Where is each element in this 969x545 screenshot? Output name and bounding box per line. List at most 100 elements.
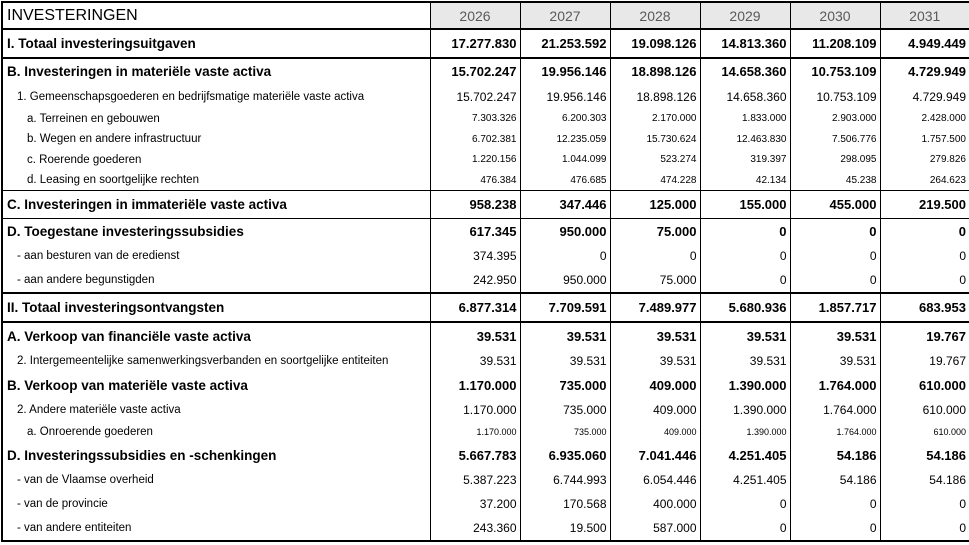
value-cell: 14.658.360 <box>699 84 791 109</box>
table-row: b. Wegen en andere infrastructuur 6.702.3… <box>1 129 969 150</box>
row-label: D. Toegestane investeringssubsidies <box>1 217 431 245</box>
value-cell: 0 <box>789 515 881 541</box>
value-cell: 409.000 <box>609 373 701 399</box>
value-cell: 5.387.223 <box>429 468 521 492</box>
value-cell: 0 <box>699 244 791 269</box>
value-cell: 19.956.146 <box>519 84 611 109</box>
value-cell: 0 <box>789 268 881 294</box>
value-cell: 1.390.000 <box>699 422 791 443</box>
value-cell: 7.506.776 <box>789 129 881 150</box>
value-cell: 155.000 <box>699 190 791 219</box>
row-label: 1. Gemeenschapsgoederen en bedrijfsmatig… <box>1 84 431 109</box>
value-cell: 1.170.000 <box>429 398 521 423</box>
value-cell: 6.744.993 <box>519 468 611 492</box>
value-cell: 735.000 <box>519 398 611 423</box>
value-cell: 1.764.000 <box>789 373 881 399</box>
value-cell: 242.950 <box>429 268 521 294</box>
value-cell: 409.000 <box>609 398 701 423</box>
value-cell: 1.220.156 <box>429 149 521 170</box>
value-cell: 11.208.109 <box>789 29 881 59</box>
value-cell: 0 <box>879 244 969 269</box>
value-cell: 39.531 <box>699 349 791 374</box>
value-cell: 15.702.247 <box>429 84 521 109</box>
value-cell: 523.274 <box>609 149 701 170</box>
value-cell: 1.764.000 <box>789 398 881 423</box>
value-cell: 1.764.000 <box>789 422 881 443</box>
value-cell: 6.702.381 <box>429 129 521 150</box>
value-cell: 298.095 <box>789 149 881 170</box>
value-cell: 39.531 <box>789 322 881 350</box>
value-cell: 474.228 <box>609 169 701 191</box>
value-cell: 735.000 <box>519 373 611 399</box>
value-cell: 0 <box>789 217 881 245</box>
row-label: d. Leasing en soortgelijke rechten <box>1 169 431 191</box>
value-cell: 0 <box>699 491 791 516</box>
value-cell: 1.170.000 <box>429 422 521 443</box>
value-cell: 5.680.936 <box>699 292 791 324</box>
year-column-header: 2026 <box>429 2 521 30</box>
value-cell: 15.730.624 <box>609 129 701 150</box>
value-cell: 1.757.500 <box>879 129 969 150</box>
value-cell: 1.857.717 <box>789 292 881 324</box>
year-column-header: 2030 <box>789 2 881 30</box>
value-cell: 18.898.126 <box>609 57 701 85</box>
value-cell: 476.685 <box>519 169 611 191</box>
value-cell: 683.953 <box>879 292 969 324</box>
table-row: c. Roerende goederen 1.220.156 1.044.099 52… <box>1 149 969 170</box>
row-label: B. Verkoop van materiële vaste activa <box>1 373 431 399</box>
table-row: 2. Intergemeentelijke samenwerkingsverba… <box>1 349 969 374</box>
value-cell: 19.767 <box>879 349 969 374</box>
value-cell: 0 <box>609 244 701 269</box>
table-row: 1. Gemeenschapsgoederen en bedrijfsmatig… <box>1 84 969 109</box>
row-label: I. Totaal investeringsuitgaven <box>1 29 431 59</box>
year-column-header: 2031 <box>879 2 969 30</box>
value-cell: 1.390.000 <box>699 373 791 399</box>
value-cell: 610.000 <box>879 422 969 443</box>
value-cell: 39.531 <box>609 349 701 374</box>
value-cell: 6.877.314 <box>429 292 521 324</box>
value-cell: 45.238 <box>789 169 881 191</box>
value-cell: 19.500 <box>519 515 611 541</box>
value-cell: 18.898.126 <box>609 84 701 109</box>
value-cell: 6.200.303 <box>519 108 611 130</box>
value-cell: 19.956.146 <box>519 57 611 85</box>
value-cell: 39.531 <box>699 322 791 350</box>
value-cell: 1.390.000 <box>699 398 791 423</box>
value-cell: 17.277.830 <box>429 29 521 59</box>
value-cell: 39.531 <box>789 349 881 374</box>
value-cell: 4.251.405 <box>699 468 791 492</box>
value-cell: 170.568 <box>519 491 611 516</box>
table-header-row: INVESTERINGEN 2026 2027 2028 2029 2030 2… <box>1 2 969 30</box>
table-row: a. Terreinen en gebouwen 7.303.326 6.200.3… <box>1 108 969 130</box>
value-cell: 7.709.591 <box>519 292 611 324</box>
value-cell: 4.729.949 <box>879 57 969 85</box>
value-cell: 39.531 <box>519 349 611 374</box>
table-row: A. Verkoop van financiële vaste activa 39… <box>1 322 969 350</box>
value-cell: 264.623 <box>879 169 969 191</box>
value-cell: 12.463.830 <box>699 129 791 150</box>
value-cell: 42.134 <box>699 169 791 191</box>
value-cell: 4.949.449 <box>879 29 969 59</box>
value-cell: 54.186 <box>879 442 969 469</box>
value-cell: 6.054.446 <box>609 468 701 492</box>
value-cell: 0 <box>699 217 791 245</box>
value-cell: 319.397 <box>699 149 791 170</box>
value-cell: 39.531 <box>429 322 521 350</box>
row-label: - van andere entiteiten <box>1 515 431 541</box>
value-cell: 243.360 <box>429 515 521 541</box>
row-label: A. Verkoop van financiële vaste activa <box>1 322 431 350</box>
row-label: - van de provincie <box>1 491 431 516</box>
value-cell: 617.345 <box>429 217 521 245</box>
table-row: I. Totaal investeringsuitgaven 17.277.830… <box>1 29 969 59</box>
table-title: INVESTERINGEN <box>1 2 431 30</box>
value-cell: 0 <box>879 515 969 541</box>
value-cell: 279.826 <box>879 149 969 170</box>
value-cell: 610.000 <box>879 373 969 399</box>
table-row: B. Investeringen in materiële vaste acti… <box>1 57 969 85</box>
value-cell: 610.000 <box>879 398 969 423</box>
value-cell: 0 <box>789 491 881 516</box>
value-cell: 14.658.360 <box>699 57 791 85</box>
value-cell: 219.500 <box>879 190 969 219</box>
value-cell: 1.170.000 <box>429 373 521 399</box>
